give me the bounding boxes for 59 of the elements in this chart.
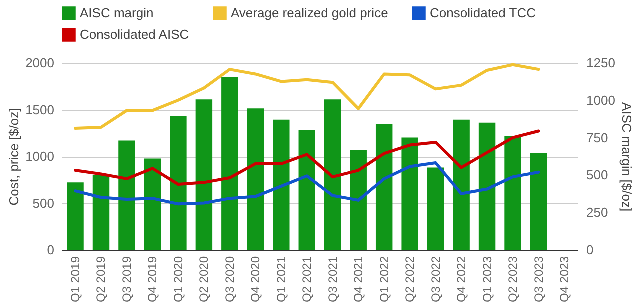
x-tick-label: Q2 2019 bbox=[94, 256, 108, 303]
legend-label: AISC margin bbox=[80, 5, 154, 20]
bar bbox=[273, 120, 290, 250]
y2-tick-label: 0 bbox=[586, 242, 594, 258]
bar bbox=[67, 182, 84, 250]
x-tick-label: Q4 2022 bbox=[454, 256, 469, 303]
line-series bbox=[74, 63, 540, 130]
bar bbox=[504, 136, 522, 250]
bar bbox=[530, 154, 548, 250]
bar bbox=[324, 100, 342, 250]
y2-axis-title: AISC margin [$/oz] bbox=[619, 102, 634, 212]
x-tick-label: Q2 2022 bbox=[403, 256, 418, 303]
x-tick-label: Q2 2023 bbox=[506, 256, 520, 303]
x-tick-label: Q3 2022 bbox=[428, 256, 443, 303]
y2-tick-label: 750 bbox=[586, 130, 608, 146]
x-tick-label: Q1 2022 bbox=[377, 256, 392, 303]
x-tick-label: Q1 2020 bbox=[171, 256, 186, 303]
y-axis-title: Cost, price [$/oz] bbox=[6, 108, 22, 206]
bar bbox=[298, 130, 316, 250]
y-tick-label: 0 bbox=[47, 242, 54, 258]
y-tick-label: 2000 bbox=[26, 56, 54, 70]
x-tick-label: Q3 2019 bbox=[120, 256, 134, 303]
y2-tick-label: 500 bbox=[586, 168, 608, 183]
y-tick-label: 1500 bbox=[26, 102, 54, 118]
legend-label: Consolidated TCC bbox=[430, 5, 536, 20]
line-series bbox=[74, 162, 540, 206]
bar bbox=[427, 168, 444, 250]
x-tick-label: Q1 2019 bbox=[68, 256, 83, 303]
bar bbox=[170, 116, 187, 250]
bar bbox=[350, 150, 367, 250]
x-tick-label: Q1 2021 bbox=[274, 256, 288, 303]
bar bbox=[144, 158, 162, 250]
bar bbox=[402, 138, 418, 250]
legend-label: Consolidated AISC bbox=[80, 27, 190, 42]
y2-tick-label: 250 bbox=[586, 205, 608, 220]
x-tick-label: Q4 2019 bbox=[146, 256, 160, 303]
y-tick-label: 500 bbox=[32, 196, 54, 211]
bar bbox=[118, 140, 136, 250]
x-tick-label: Q2 2020 bbox=[197, 256, 212, 303]
bar bbox=[247, 108, 264, 250]
x-tick-label: Q4 2020 bbox=[248, 256, 263, 303]
bar bbox=[92, 175, 110, 250]
x-tick-label: Q4 2021 bbox=[352, 256, 366, 303]
x-tick-label: Q3 2023 bbox=[532, 256, 546, 303]
x-tick-label: Q2 2021 bbox=[300, 256, 314, 303]
x-tick-label: Q1 2023 bbox=[480, 256, 494, 303]
y-tick-label: 1000 bbox=[26, 149, 54, 164]
x-tick-label: Q4 2023 bbox=[557, 256, 572, 303]
bar bbox=[478, 122, 496, 250]
legend-label: Average realized gold price bbox=[231, 5, 388, 20]
y2-tick-label: 1250 bbox=[586, 56, 616, 70]
bar bbox=[196, 100, 213, 250]
bar bbox=[453, 120, 470, 250]
bar bbox=[222, 77, 238, 250]
x-tick-label: Q3 2020 bbox=[222, 256, 237, 303]
x-tick-label: Q3 2021 bbox=[326, 256, 340, 303]
y2-tick-label: 1000 bbox=[586, 92, 616, 108]
bar bbox=[376, 124, 393, 250]
line-series bbox=[74, 130, 540, 186]
